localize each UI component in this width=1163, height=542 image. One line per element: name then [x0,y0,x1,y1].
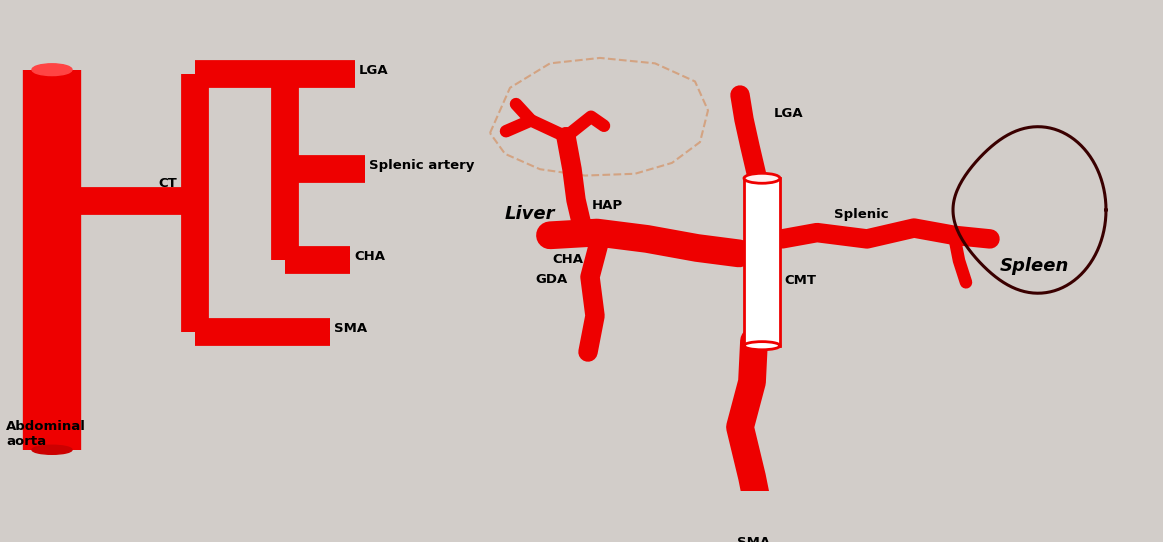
Text: LGA: LGA [775,107,804,120]
Text: CHA: CHA [552,254,583,267]
Text: Abdominal
aorta: Abdominal aorta [6,420,86,448]
Text: CT: CT [158,177,177,190]
Text: CHA: CHA [354,250,385,263]
Text: Liver: Liver [505,205,556,223]
Text: CMT: CMT [784,274,816,287]
Text: Splenic artery: Splenic artery [369,159,475,172]
Ellipse shape [744,173,780,183]
Text: SMA: SMA [334,322,368,335]
Text: SMA: SMA [737,535,771,542]
Text: Spleen: Spleen [1000,257,1069,275]
Text: LGA: LGA [359,64,388,77]
Ellipse shape [33,445,72,454]
Text: Splenic: Splenic [834,208,889,221]
Bar [744,178,780,346]
Ellipse shape [33,64,72,75]
Text: HAP: HAP [592,199,623,212]
Ellipse shape [744,341,780,350]
Text: GDA: GDA [535,273,568,286]
